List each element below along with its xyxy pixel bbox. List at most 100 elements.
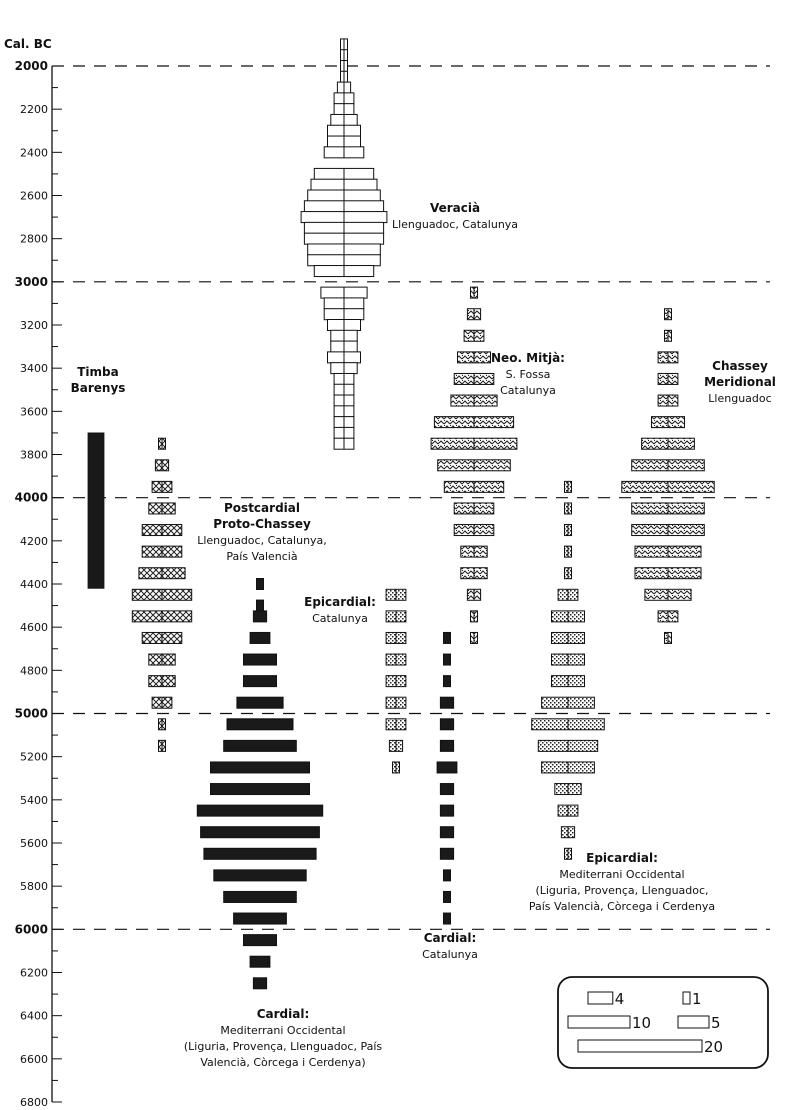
y-tick-label: 4600 bbox=[20, 621, 48, 634]
cardial-catalunya-bar bbox=[436, 761, 458, 774]
cardial-mediterrani-bar bbox=[196, 804, 324, 817]
legend-swatch bbox=[577, 1039, 703, 1053]
y-axis: Cal. BC 2000 2200 2400 2600 2800 3000 3200 3400 3… bbox=[4, 37, 62, 1109]
y-tick-label: 5200 bbox=[20, 751, 48, 764]
timba-barenys-label: Timba bbox=[77, 365, 119, 379]
y-tick-label: 3200 bbox=[20, 319, 48, 332]
timba-barenys-label: Barenys bbox=[71, 381, 126, 395]
legend-swatch bbox=[682, 991, 691, 1005]
epicardial-mediterrani-label: (Liguria, Provença, Llenguadoc, bbox=[535, 884, 708, 897]
cardial-mediterrani-bar bbox=[210, 761, 310, 774]
legend-swatch bbox=[677, 1015, 710, 1029]
legend-label: 4 bbox=[615, 990, 625, 1008]
epicardial-catalunya-label: Epicardial: bbox=[304, 595, 376, 609]
postcardial-label: Llenguadoc, Catalunya, bbox=[197, 534, 327, 547]
y-tick-label: 4400 bbox=[20, 578, 48, 591]
y-tick-label: 3400 bbox=[20, 362, 48, 375]
cardial-mediterrani-bar bbox=[226, 718, 294, 731]
cardial-mediterrani-bar bbox=[252, 977, 268, 990]
cardial-mediterrani-bar bbox=[243, 675, 277, 688]
cardial-mediterrani-bar bbox=[252, 610, 268, 623]
cardial-mediterrani-bar bbox=[243, 934, 277, 947]
y-tick-label: 2000 bbox=[15, 59, 48, 73]
cardial-mediterrani-bar bbox=[249, 631, 271, 644]
veracia-label: Llenguadoc, Catalunya bbox=[392, 218, 518, 231]
cardial-catalunya-bar bbox=[439, 847, 455, 860]
cardial-catalunya-bar bbox=[439, 783, 455, 796]
chassey-meridional-label: Llenguadoc bbox=[708, 392, 771, 405]
cardial-mediterrani-bar bbox=[223, 890, 297, 903]
cardial-mediterrani-bar bbox=[243, 653, 277, 666]
cardial-catalunya-label: Cardial: bbox=[424, 931, 477, 945]
timba-barenys-bar bbox=[87, 432, 105, 589]
cardial-mediterrani-label: Cardial: bbox=[257, 1007, 310, 1021]
cardial-mediterrani-bar bbox=[223, 739, 297, 752]
cardial-catalunya-bar bbox=[439, 718, 455, 731]
postcardial-label: Proto-Chassey bbox=[213, 517, 311, 531]
cardial-mediterrani-bar bbox=[256, 599, 264, 612]
cardial-catalunya-bar bbox=[443, 912, 451, 925]
y-tick-label: 3000 bbox=[15, 275, 48, 289]
cardial-catalunya-bar bbox=[443, 890, 451, 903]
cardial-catalunya-bar bbox=[439, 826, 455, 839]
cardial-catalunya-bar bbox=[443, 653, 451, 666]
y-tick-label: 5000 bbox=[15, 707, 48, 721]
legend-swatch bbox=[587, 991, 614, 1005]
cardial-mediterrani-label: Mediterrani Occidental bbox=[220, 1024, 345, 1037]
cardial-catalunya-bar bbox=[439, 804, 455, 817]
group-epicardial-catalunya bbox=[385, 588, 407, 774]
group-epicardial-mediterrani bbox=[531, 480, 605, 860]
y-tick-label: 5400 bbox=[20, 794, 48, 807]
group-neo-mitja bbox=[430, 286, 518, 644]
y-tick-label: 6000 bbox=[15, 922, 48, 936]
cardial-mediterrani-bar bbox=[200, 826, 320, 839]
postcardial-label: País Valencià bbox=[226, 550, 297, 563]
neo-mitja-label: Catalunya bbox=[500, 384, 556, 397]
y-axis-title: Cal. BC bbox=[4, 37, 52, 51]
cardial-catalunya-bar bbox=[439, 696, 455, 709]
cardial-catalunya-bar bbox=[443, 869, 451, 882]
y-tick-label: 6600 bbox=[20, 1053, 48, 1066]
cardial-mediterrani-bar bbox=[210, 783, 310, 796]
y-tick-label: 2600 bbox=[20, 190, 48, 203]
group-labels: Veracià Llenguadoc, Catalunya Timba Barenys… bbox=[71, 201, 776, 1069]
y-tick-label: 3800 bbox=[20, 449, 48, 462]
cardial-catalunya-bar bbox=[439, 739, 455, 752]
epicardial-mediterrani-label: Epicardial: bbox=[586, 851, 658, 865]
chassey-meridional-label: Meridional bbox=[704, 375, 776, 389]
y-tick-label: 6800 bbox=[20, 1096, 48, 1109]
bar-groups bbox=[87, 38, 715, 990]
veracia-label: Veracià bbox=[430, 201, 480, 215]
y-tick-label: 5800 bbox=[20, 880, 48, 893]
cardial-mediterrani-bar bbox=[236, 696, 284, 709]
legend-label: 5 bbox=[711, 1014, 721, 1032]
cardial-mediterrani-bar bbox=[233, 912, 287, 925]
epicardial-mediterrani-label: Mediterrani Occidental bbox=[559, 868, 684, 881]
epicardial-mediterrani-label: País Valencià, Còrcega i Cerdenya bbox=[529, 900, 715, 913]
group-chassey-meridional bbox=[621, 308, 715, 644]
neo-mitja-label: Neo. Mitjà: bbox=[491, 351, 565, 365]
cardial-catalunya-bar bbox=[443, 631, 451, 644]
group-postcardial bbox=[131, 437, 193, 752]
cardial-mediterrani-bar bbox=[213, 869, 307, 882]
y-tick-label: 5600 bbox=[20, 837, 48, 850]
y-tick-label: 4200 bbox=[20, 535, 48, 548]
y-tick-label: 2200 bbox=[20, 103, 48, 116]
group-veracia bbox=[300, 38, 388, 450]
y-tick-label: 2400 bbox=[20, 146, 48, 159]
legend: 4 1 10 5 20 bbox=[557, 976, 769, 1069]
legend-label: 1 bbox=[692, 990, 702, 1008]
cardial-mediterrani-label: (Liguria, Provença, Llenguadoc, País bbox=[184, 1040, 383, 1053]
postcardial-label: Postcardial bbox=[224, 501, 300, 515]
legend-label: 20 bbox=[704, 1038, 723, 1056]
group-timba-barenys bbox=[87, 432, 105, 589]
legend-label: 10 bbox=[632, 1014, 651, 1032]
y-tick-label: 4000 bbox=[15, 491, 48, 505]
neo-mitja-label: S. Fossa bbox=[506, 368, 551, 381]
y-tick-label: 6200 bbox=[20, 967, 48, 980]
cardial-catalunya-bar bbox=[443, 675, 451, 688]
legend-swatch bbox=[567, 1015, 631, 1029]
chassey-meridional-label: Chassey bbox=[712, 359, 768, 373]
epicardial-catalunya-label: Catalunya bbox=[312, 612, 368, 625]
